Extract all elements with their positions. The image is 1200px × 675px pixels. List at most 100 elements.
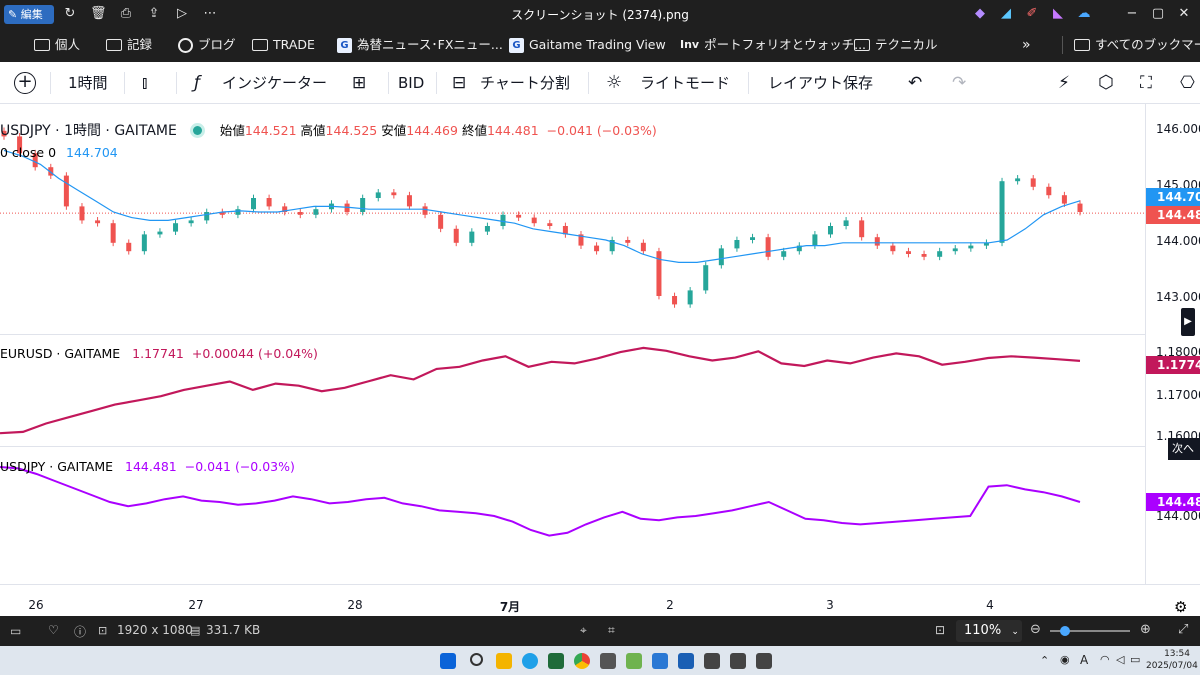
blog-icon: [178, 37, 193, 53]
clock-time[interactable]: 13:54: [1164, 649, 1190, 659]
candle: [687, 290, 693, 305]
candle: [562, 226, 568, 235]
bookmark-item[interactable]: テクニカル: [854, 36, 938, 54]
candle: [188, 220, 194, 224]
tray-app-icon[interactable]: ◉: [1060, 653, 1070, 666]
axis-settings-icon[interactable]: ⚙: [1174, 598, 1188, 616]
bookmark-item[interactable]: G Gaitame Trading View: [509, 36, 666, 54]
scroll-right-icon[interactable]: ▶: [1181, 308, 1195, 336]
photos-icon[interactable]: [678, 653, 694, 669]
film-strip-icon[interactable]: ▭: [10, 624, 22, 638]
excel-icon[interactable]: [548, 653, 564, 669]
interval-button[interactable]: 1時間: [68, 74, 108, 92]
candle: [79, 206, 85, 221]
paint-icon[interactable]: ✐: [1026, 6, 1038, 21]
undo-icon[interactable]: ↶: [908, 73, 923, 93]
onedrive-icon[interactable]: ☁: [1077, 6, 1091, 21]
fullscreen-icon[interactable]: ⛶: [1140, 73, 1152, 93]
candle: [1030, 178, 1036, 187]
more-bookmarks-icon[interactable]: »: [1022, 37, 1031, 53]
candle: [282, 206, 288, 212]
rotate-icon[interactable]: ↻: [64, 6, 76, 21]
chart-area[interactable]: USDJPY · 1時間 · GAITAME 始値144.521 高値144.5…: [0, 104, 1200, 616]
split-chart-button[interactable]: チャート分割: [480, 74, 570, 92]
start-icon[interactable]: [440, 653, 456, 669]
edge-icon[interactable]: [522, 653, 538, 669]
light-mode-button[interactable]: ライトモード: [640, 74, 731, 92]
eurusd-legend[interactable]: EURUSD · GAITAME 1.17741 +0.00044 (+0.04…: [0, 346, 318, 361]
tray-chevron-icon[interactable]: ⌃: [1040, 654, 1050, 667]
symbol-title[interactable]: USDJPY · 1時間 · GAITAME: [0, 123, 177, 139]
actual-size-icon[interactable]: ⌗: [608, 623, 615, 637]
bookmark-item[interactable]: G 為替ニュース･FXニュー...: [337, 36, 503, 54]
more-icon[interactable]: ⋯: [203, 6, 217, 21]
file-explorer-icon[interactable]: [496, 653, 512, 669]
candle: [859, 220, 865, 238]
bookmark-item[interactable]: すべてのブックマーク: [1074, 36, 1200, 54]
tablet-icon[interactable]: [652, 653, 668, 669]
slideshow-icon[interactable]: ▷: [177, 6, 187, 21]
zoom-out-icon[interactable]: ⊖: [1030, 622, 1041, 637]
bid-button[interactable]: BID: [398, 74, 425, 92]
bookmark-item[interactable]: Inv ポートフォリオとウォッチ...: [680, 37, 867, 52]
designer-icon[interactable]: ◣: [1053, 6, 1063, 21]
folder-icon: [252, 39, 268, 51]
copilot-icon[interactable]: ◆: [975, 6, 985, 21]
wifi-icon[interactable]: ◠: [1100, 653, 1110, 666]
print-icon[interactable]: ⎙: [120, 6, 132, 21]
notepad-icon[interactable]: [626, 653, 642, 669]
indicators-button[interactable]: インジケーター: [222, 74, 328, 92]
save-layout-button[interactable]: レイアウト保存: [768, 74, 874, 92]
camera-icon[interactable]: ⎔: [1180, 73, 1195, 93]
chart-toolbar: + 1時間 ⫾ ƒ インジケーター ⊞ BID ⊟ チャート分割 ☼ ライトモー…: [0, 62, 1200, 104]
zoom-slider-thumb[interactable]: [1060, 626, 1070, 636]
app-icon[interactable]: [704, 653, 720, 669]
bookmark-item[interactable]: TRADE: [252, 36, 315, 54]
bookmark-item[interactable]: 記録: [106, 36, 152, 54]
app-icon[interactable]: [600, 653, 616, 669]
battery-icon[interactable]: ▭: [1130, 653, 1141, 666]
settings-icon[interactable]: ⬡: [1098, 72, 1114, 93]
zoom-slider[interactable]: [1050, 630, 1130, 632]
fit-icon[interactable]: ⌖: [580, 623, 587, 637]
ime-icon[interactable]: A: [1080, 653, 1089, 667]
app-icon[interactable]: [756, 653, 772, 669]
search-icon[interactable]: [470, 653, 483, 666]
bookmark-item[interactable]: ブログ: [178, 36, 236, 54]
zoom-in-icon[interactable]: ⊕: [1140, 622, 1151, 637]
next-button[interactable]: 次へ: [1168, 438, 1200, 460]
close-icon[interactable]: ✕: [1178, 6, 1190, 21]
candle: [531, 217, 537, 224]
delete-icon[interactable]: 🗑: [90, 6, 107, 21]
share-icon[interactable]: ⇪: [148, 6, 160, 21]
app-icon[interactable]: [730, 653, 746, 669]
volume-icon[interactable]: ◁: [1116, 653, 1125, 666]
candle: [95, 220, 101, 224]
clock-date[interactable]: 2025/07/04: [1146, 661, 1198, 671]
bookmark-item[interactable]: 個人: [34, 36, 80, 54]
add-symbol-icon[interactable]: +: [14, 72, 36, 94]
redo-icon[interactable]: ↷: [952, 73, 967, 93]
favorite-icon[interactable]: ♡: [48, 623, 59, 637]
taskbar: ⌃ ◉ A ◠ ◁ ▭ 13:54 2025/07/04: [0, 646, 1200, 675]
templates-icon[interactable]: ⊞: [352, 73, 367, 93]
edit-button[interactable]: ✎ 編集: [4, 5, 54, 24]
expand-icon[interactable]: ⤢: [1178, 622, 1189, 637]
usdjpy-legend[interactable]: USDJPY · GAITAME 144.481 −0.041 (−0.03%): [0, 459, 295, 474]
ma-legend[interactable]: 0 close 0 144.704: [0, 145, 118, 160]
alert-icon[interactable]: ⚡: [1058, 73, 1070, 93]
clipchamp-icon[interactable]: ◢: [1001, 6, 1011, 21]
fit-window-icon[interactable]: ⊡: [935, 623, 946, 637]
eur-price-tick: 1.17000: [1156, 388, 1200, 402]
folder-icon: [854, 39, 870, 51]
zoom-select[interactable]: 110% ⌄: [956, 620, 1022, 642]
candle: [1061, 195, 1067, 204]
candle-type-icon[interactable]: ⫾: [142, 73, 148, 93]
maximize-icon[interactable]: ▢: [1151, 6, 1165, 21]
candle: [126, 242, 132, 252]
indicator-icon: ƒ: [194, 73, 200, 93]
minimize-icon[interactable]: −: [1126, 6, 1138, 21]
chrome-icon[interactable]: [574, 653, 590, 669]
candle: [952, 248, 958, 252]
info-icon[interactable]: ⓘ: [74, 625, 87, 639]
